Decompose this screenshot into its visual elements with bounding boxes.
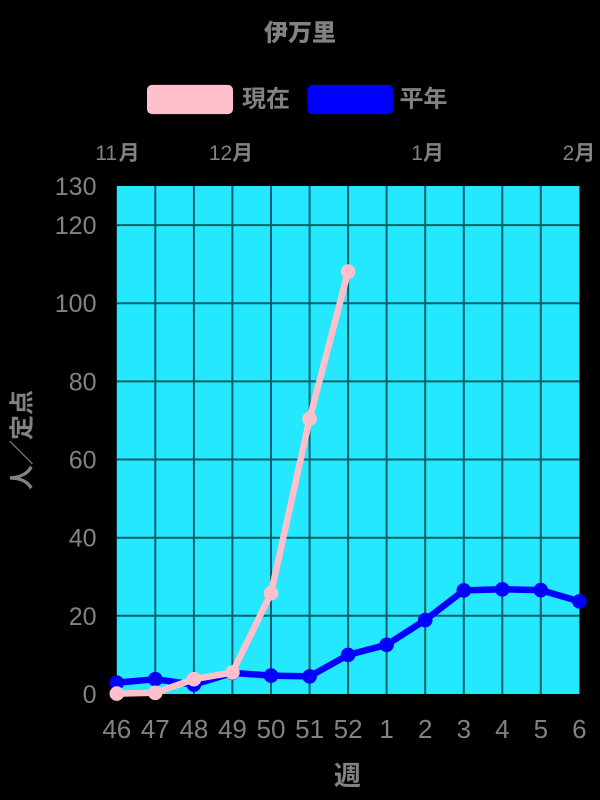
svg-text:52: 52 bbox=[334, 714, 363, 744]
svg-text:5: 5 bbox=[534, 714, 548, 744]
svg-text:11: 11 bbox=[95, 142, 117, 165]
svg-text:60: 60 bbox=[69, 447, 97, 475]
svg-text:1: 1 bbox=[379, 714, 393, 744]
svg-text:1: 1 bbox=[411, 142, 423, 165]
svg-text:80: 80 bbox=[69, 368, 97, 396]
svg-text:0: 0 bbox=[83, 681, 97, 709]
svg-text:51: 51 bbox=[295, 714, 324, 744]
svg-text:6: 6 bbox=[572, 714, 586, 744]
svg-text:40: 40 bbox=[69, 525, 97, 553]
svg-text:4: 4 bbox=[495, 714, 509, 744]
svg-text:50: 50 bbox=[257, 714, 286, 744]
svg-text:3: 3 bbox=[457, 714, 471, 744]
svg-text:100: 100 bbox=[55, 290, 97, 318]
svg-text:2: 2 bbox=[563, 142, 575, 165]
svg-text:12: 12 bbox=[209, 142, 232, 165]
svg-text:46: 46 bbox=[102, 714, 131, 744]
svg-text:130: 130 bbox=[55, 173, 97, 201]
svg-text:20: 20 bbox=[69, 603, 97, 631]
svg-text:120: 120 bbox=[55, 212, 97, 240]
svg-text:47: 47 bbox=[141, 714, 170, 744]
svg-text:48: 48 bbox=[179, 714, 208, 744]
svg-text:49: 49 bbox=[218, 714, 247, 744]
svg-text:2: 2 bbox=[418, 714, 432, 744]
